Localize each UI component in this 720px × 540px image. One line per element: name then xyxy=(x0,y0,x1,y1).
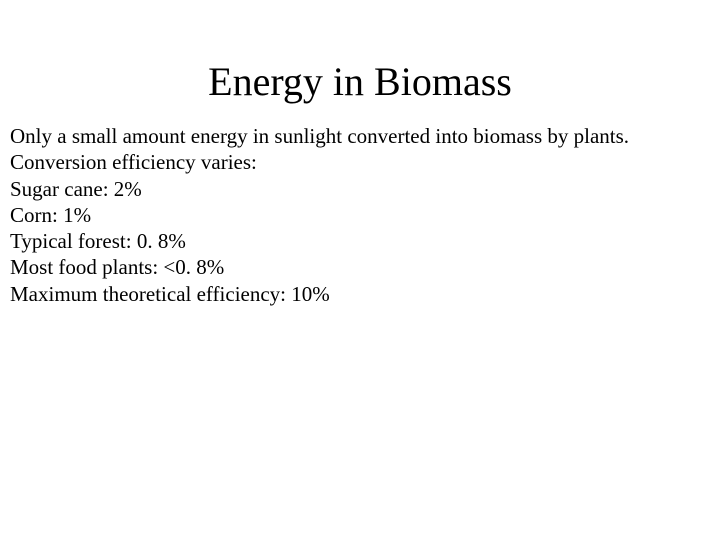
body-line: Sugar cane: 2% xyxy=(10,176,710,202)
slide-body: Only a small amount energy in sunlight c… xyxy=(0,123,720,307)
slide: Energy in Biomass Only a small amount en… xyxy=(0,0,720,540)
body-line: Typical forest: 0. 8% xyxy=(10,228,710,254)
body-line: Conversion efficiency varies: xyxy=(10,149,710,175)
body-line: Only a small amount energy in sunlight c… xyxy=(10,123,710,149)
body-line: Corn: 1% xyxy=(10,202,710,228)
body-line: Most food plants: <0. 8% xyxy=(10,254,710,280)
body-line: Maximum theoretical efficiency: 10% xyxy=(10,281,710,307)
slide-title: Energy in Biomass xyxy=(0,0,720,123)
